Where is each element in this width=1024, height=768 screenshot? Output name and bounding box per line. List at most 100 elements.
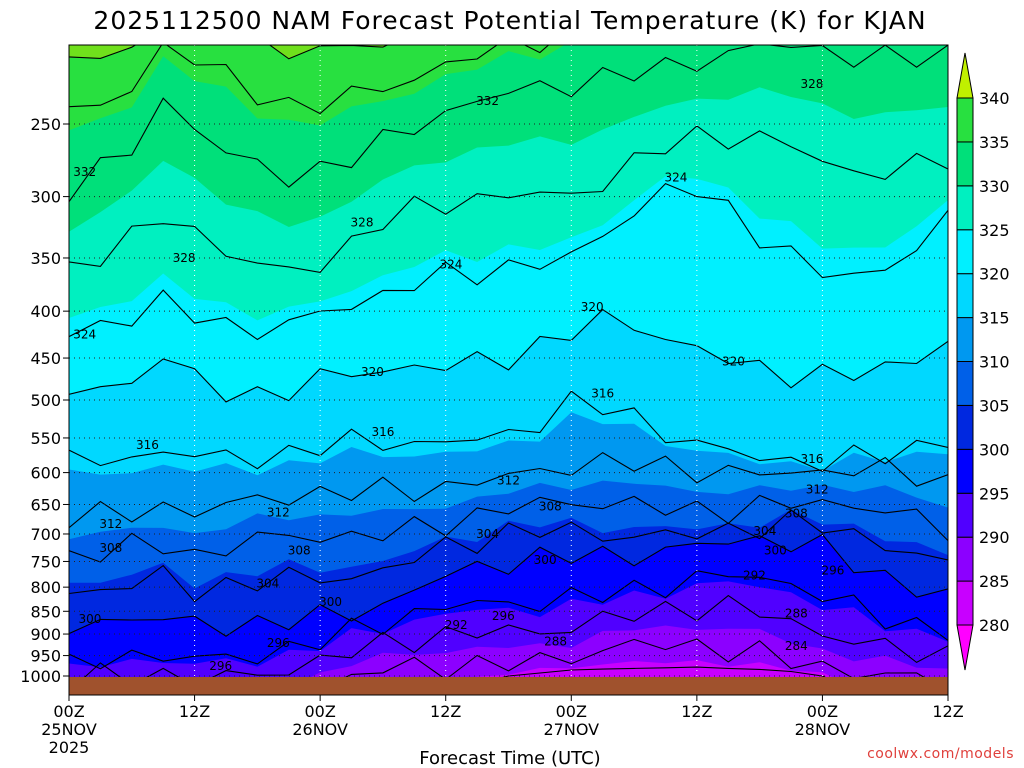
colorbar-upper-arrow bbox=[956, 52, 974, 99]
grid-lines bbox=[69, 45, 948, 695]
contour-300 bbox=[69, 533, 948, 637]
y-tick-label: 1000 bbox=[20, 667, 61, 686]
contour-label-text: 324 bbox=[439, 258, 462, 272]
contour-label-text: 308 bbox=[539, 499, 562, 513]
contour-332 bbox=[69, 45, 948, 203]
y-tick-label: 550 bbox=[30, 429, 61, 448]
colorbar-label: 335 bbox=[979, 133, 1010, 152]
x-tick-label: 26NOV bbox=[292, 720, 348, 739]
contour-label-text: 308 bbox=[99, 541, 122, 555]
contour-label-text: 308 bbox=[785, 507, 808, 521]
contour-label-text: 312 bbox=[806, 482, 829, 496]
contour-304 bbox=[69, 509, 948, 603]
contour-label-text: 316 bbox=[591, 387, 614, 401]
contour-label-text: 312 bbox=[99, 517, 122, 531]
contour-label-text: 296 bbox=[821, 563, 844, 577]
contour-label: 288 bbox=[785, 607, 808, 621]
y-tick-label: 700 bbox=[30, 525, 61, 544]
contour-label: 320 bbox=[361, 365, 384, 379]
contour-284 bbox=[434, 666, 865, 695]
colorbar-label: 295 bbox=[979, 484, 1010, 503]
contour-label: 312 bbox=[99, 517, 122, 531]
plot-border bbox=[68, 44, 949, 696]
contour-label: 312 bbox=[267, 505, 290, 519]
contour-label: 308 bbox=[785, 507, 808, 521]
contour-label: 304 bbox=[753, 524, 776, 538]
colorbar-segment bbox=[956, 492, 974, 538]
contour-label: 332 bbox=[476, 94, 499, 108]
contour-292 bbox=[69, 594, 948, 692]
contour-label-text: 296 bbox=[492, 609, 515, 623]
colorbar-label: 290 bbox=[979, 528, 1010, 547]
y-tick-label: 350 bbox=[30, 249, 61, 268]
contour-label: 328 bbox=[351, 215, 374, 229]
contour-label: 324 bbox=[664, 171, 687, 185]
contour-label: 316 bbox=[136, 438, 159, 452]
contour-label: 300 bbox=[319, 595, 342, 609]
y-axis: 250 300 350 400 450 500 550 600 650 700 750 800 850 9… bbox=[20, 115, 69, 686]
contour-labels: 332 332 328 328 328 324 324 324 320 320 320 316 316 3… bbox=[73, 77, 844, 673]
x-tick-label: 25NOV bbox=[41, 720, 97, 739]
contour-lines bbox=[69, 45, 948, 695]
colorbar-segment bbox=[956, 273, 974, 319]
y-tick-label: 750 bbox=[30, 552, 61, 571]
contour-label: 316 bbox=[801, 452, 824, 466]
contour-label-text: 316 bbox=[801, 452, 824, 466]
colorbar-label: 330 bbox=[979, 177, 1010, 196]
contour-label: 300 bbox=[78, 612, 101, 626]
contour-label: 304 bbox=[476, 527, 499, 541]
contour-label-text: 320 bbox=[361, 365, 384, 379]
y-tick-label: 450 bbox=[30, 349, 61, 368]
contour-label: 284 bbox=[785, 639, 808, 653]
contour-label: 324 bbox=[439, 258, 462, 272]
contour-324 bbox=[69, 182, 948, 341]
x-tick-label: 12Z bbox=[681, 702, 712, 721]
x-tick-label: 28NOV bbox=[795, 720, 851, 739]
contour-label-text: 312 bbox=[267, 505, 290, 519]
y-tick-label: 300 bbox=[30, 188, 61, 207]
color-fill-bands bbox=[69, 45, 948, 695]
contour-label: 328 bbox=[173, 251, 196, 265]
contour-316 bbox=[69, 390, 948, 473]
contour-label-text: 328 bbox=[173, 251, 196, 265]
credit-text: coolwx.com/models bbox=[867, 746, 1014, 762]
contour-label-text: 300 bbox=[78, 612, 101, 626]
contour-label: 312 bbox=[806, 482, 829, 496]
contour-308 bbox=[69, 494, 948, 563]
contour-label: 328 bbox=[801, 77, 824, 91]
x-tick-label: 12Z bbox=[179, 702, 210, 721]
contour-288 bbox=[304, 638, 948, 695]
colorbar-label: 310 bbox=[979, 353, 1010, 372]
colorbar-segment bbox=[956, 229, 974, 275]
colorbar-label: 280 bbox=[979, 616, 1010, 635]
contour-320 bbox=[69, 308, 948, 403]
plot-area bbox=[69, 45, 948, 695]
contour-label: 308 bbox=[288, 544, 311, 558]
contour-label: 296 bbox=[821, 563, 844, 577]
contour-label-text: 304 bbox=[476, 527, 499, 541]
contour-label: 300 bbox=[764, 544, 787, 558]
y-tick-label: 600 bbox=[30, 464, 61, 483]
colorbar-segment bbox=[956, 141, 974, 187]
colorbar-segment bbox=[956, 317, 974, 363]
contour-label-text: 300 bbox=[534, 553, 557, 567]
y-tick-label: 650 bbox=[30, 495, 61, 514]
contour-label: 320 bbox=[722, 355, 745, 369]
colorbar-segment bbox=[956, 448, 974, 494]
contour-label: 300 bbox=[534, 553, 557, 567]
contour-label-text: 332 bbox=[476, 94, 499, 108]
x-tick-label: 00Z bbox=[556, 702, 587, 721]
x-tick-label: 12Z bbox=[430, 702, 461, 721]
contour-label-text: 320 bbox=[722, 355, 745, 369]
contour-label: 312 bbox=[497, 473, 520, 487]
contour-label-text: 324 bbox=[73, 327, 96, 341]
contour-label-text: 300 bbox=[319, 595, 342, 609]
colorbar-label: 315 bbox=[979, 309, 1010, 328]
contour-label: 332 bbox=[73, 165, 96, 179]
colorbar-segment bbox=[956, 404, 974, 450]
band-fill-335 bbox=[69, 45, 565, 131]
colorbar-segment bbox=[956, 185, 974, 231]
contour-label-text: 328 bbox=[351, 215, 374, 229]
contour-label-text: 296 bbox=[267, 636, 290, 650]
